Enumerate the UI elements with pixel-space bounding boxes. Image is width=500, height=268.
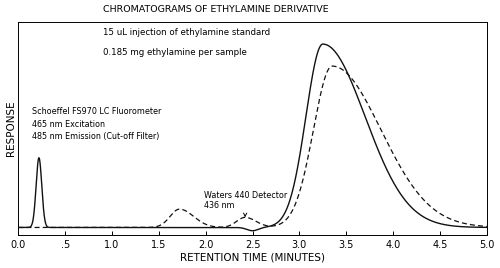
Text: Waters 440 Detector
436 nm: Waters 440 Detector 436 nm bbox=[204, 191, 287, 216]
Text: Schoeffel FS970 LC Fluorometer
465 nm Excitation
485 nm Emission (Cut-off Filter: Schoeffel FS970 LC Fluorometer 465 nm Ex… bbox=[32, 107, 162, 141]
Text: 0.185 mg ethylamine per sample: 0.185 mg ethylamine per sample bbox=[102, 48, 247, 57]
X-axis label: RETENTION TIME (MINUTES): RETENTION TIME (MINUTES) bbox=[180, 252, 325, 262]
Y-axis label: RESPONSE: RESPONSE bbox=[6, 100, 16, 156]
Text: CHROMATOGRAMS OF ETHYLAMINE DERIVATIVE: CHROMATOGRAMS OF ETHYLAMINE DERIVATIVE bbox=[102, 5, 328, 14]
Text: 15 uL injection of ethylamine standard: 15 uL injection of ethylamine standard bbox=[102, 28, 270, 38]
